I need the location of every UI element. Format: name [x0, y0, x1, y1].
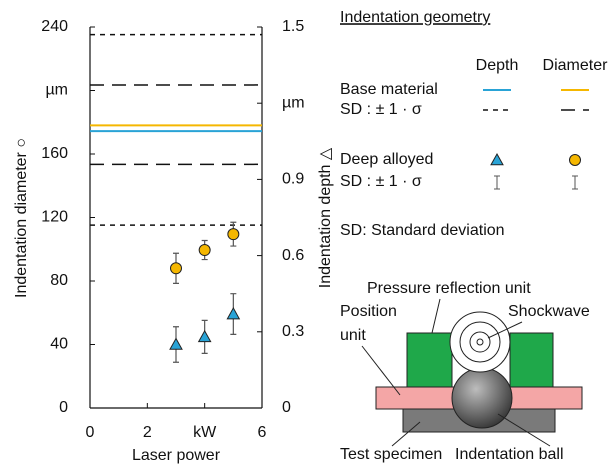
y-tick-label: 240	[41, 18, 68, 35]
diagram-label: Pressure reflection unit	[367, 280, 531, 297]
triangle-marker	[169, 337, 183, 350]
triangle-marker	[197, 329, 212, 343]
diagram-label: Position	[340, 303, 397, 320]
leader	[431, 298, 441, 334]
legend-note: SD: Standard deviation	[340, 222, 505, 239]
y-axis-label: Indentation diameter ○	[13, 138, 30, 298]
circle-marker	[227, 228, 240, 241]
y2-tick-label: µm	[282, 94, 305, 111]
legend-error-bar	[494, 175, 500, 190]
y-tick-label: µm	[45, 82, 68, 99]
diagram-label: unit	[340, 327, 366, 344]
diagram-label: Shockwave	[508, 303, 590, 320]
y2-tick-label: 0.6	[282, 247, 304, 264]
legend-error-bar	[572, 175, 578, 190]
pressure-block	[406, 332, 453, 389]
diagram-label: Indentation ball	[455, 446, 564, 463]
y2-tick-label: 0.3	[282, 323, 304, 340]
x-tick-label: kW	[193, 424, 217, 441]
y-tick-label: 80	[50, 272, 68, 289]
leaders	[361, 298, 551, 447]
circle-marker	[170, 262, 182, 275]
y2-axis-label: Indentation depth △	[317, 147, 334, 288]
diagram: Pressure reflection unit Position unit S…	[340, 280, 590, 463]
pressure-block	[509, 332, 554, 389]
y2-tick-label: 1.5	[282, 18, 304, 35]
triangle-marker	[226, 306, 241, 320]
shockwave	[449, 311, 511, 373]
y2-tick-label: 0	[282, 399, 291, 416]
x-axis-label: Laser power	[132, 447, 221, 464]
y-tick-label: 0	[59, 399, 68, 416]
leader	[361, 345, 401, 396]
legend-row: SD : ± 1 · σ	[340, 173, 422, 190]
y2-tick-label: 0.9	[282, 171, 304, 188]
x-tick-label: 2	[143, 424, 152, 441]
x-tick-label: 0	[86, 424, 95, 441]
leader	[497, 413, 551, 447]
legend-marker	[490, 152, 504, 166]
x-tick-label: 6	[258, 424, 267, 441]
legend-header: Depth	[476, 57, 519, 74]
circle-marker	[198, 244, 211, 257]
leader	[487, 321, 523, 339]
legend-title: Indentation geometry	[340, 9, 490, 26]
y-tick-label: 120	[41, 209, 68, 226]
indentation-ball	[451, 367, 513, 429]
leader	[391, 421, 421, 447]
legend-row: Deep alloyed	[340, 151, 433, 168]
legend-header: Diameter	[543, 57, 609, 74]
diagram-label: Test specimen	[340, 446, 442, 463]
y-tick-label: 40	[50, 336, 68, 353]
legend-row: Base material	[340, 81, 438, 98]
legend-row: SD : ± 1 · σ	[340, 101, 422, 118]
wave-ring	[476, 338, 484, 346]
legend-marker	[569, 154, 581, 166]
y-tick-label: 160	[41, 145, 68, 162]
